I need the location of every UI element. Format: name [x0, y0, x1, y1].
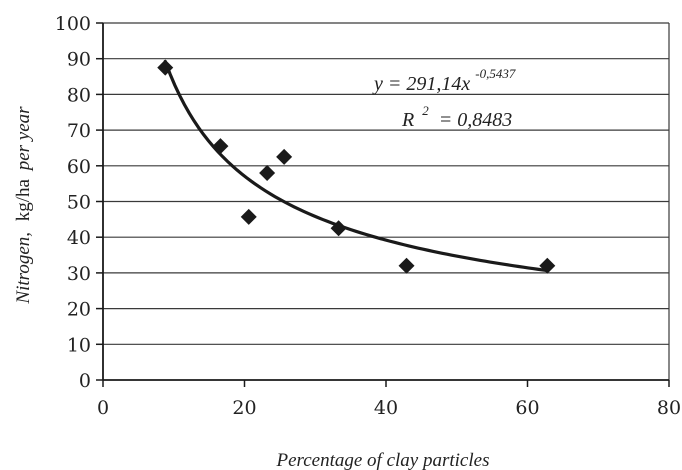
- y-tick-labels: 0 10 20 30 40 50 60 70 80 90 100: [55, 13, 91, 392]
- data-point-marker: [330, 220, 347, 237]
- data-point-marker: [259, 164, 276, 181]
- x-axis-title: Percentage of clay particles: [276, 450, 490, 470]
- r-squared-value: = 0,8483: [434, 109, 513, 131]
- y-axis-title-part2: kg/ha: [13, 178, 34, 221]
- equation-exponent: -0,5437: [475, 66, 516, 81]
- data-point-marker: [157, 59, 174, 76]
- y-tick-label: 40: [67, 227, 91, 249]
- y-tick-label: 30: [67, 263, 91, 285]
- data-point-marker: [398, 257, 415, 274]
- x-tick-label: 40: [374, 397, 398, 419]
- x-tick-labels: 0 20 40 60 80: [97, 397, 681, 419]
- y-tick-label: 80: [67, 84, 91, 106]
- y-axis-title: Nitrogen, kg/ha per year: [13, 106, 34, 305]
- y-tick-label: 100: [55, 13, 91, 35]
- x-tick-label: 20: [232, 397, 256, 419]
- r-squared-label: R 2 = 0,8483: [401, 98, 512, 131]
- y-tick-label: 60: [67, 156, 91, 178]
- data-point-marker: [240, 208, 257, 225]
- x-tick-label: 0: [97, 397, 109, 419]
- data-point-marker: [212, 138, 229, 155]
- x-tick-label: 60: [515, 397, 539, 419]
- y-tick-label: 20: [67, 299, 91, 321]
- data-points: [157, 59, 556, 274]
- r-squared-power: 2: [422, 103, 429, 118]
- equation-main: y = 291,14x: [372, 73, 470, 95]
- axes: [96, 22, 670, 387]
- y-tick-label: 50: [67, 192, 91, 214]
- data-point-marker: [276, 148, 293, 165]
- y-tick-label: 10: [67, 334, 91, 356]
- y-axis-title-part1: Nitrogen,: [13, 232, 34, 305]
- gridlines: [103, 22, 670, 380]
- data-point-marker: [539, 257, 556, 274]
- y-tick-label: 90: [67, 49, 91, 71]
- x-tick-label: 80: [657, 397, 681, 419]
- y-tick-label: 0: [79, 370, 91, 392]
- trendline: [163, 59, 549, 273]
- y-tick-label: 70: [67, 120, 91, 142]
- r-squared-symbol: R: [401, 109, 414, 131]
- y-axis-title-part3: per year: [13, 106, 34, 172]
- equation-label: y = 291,14x -0,5437: [372, 66, 516, 95]
